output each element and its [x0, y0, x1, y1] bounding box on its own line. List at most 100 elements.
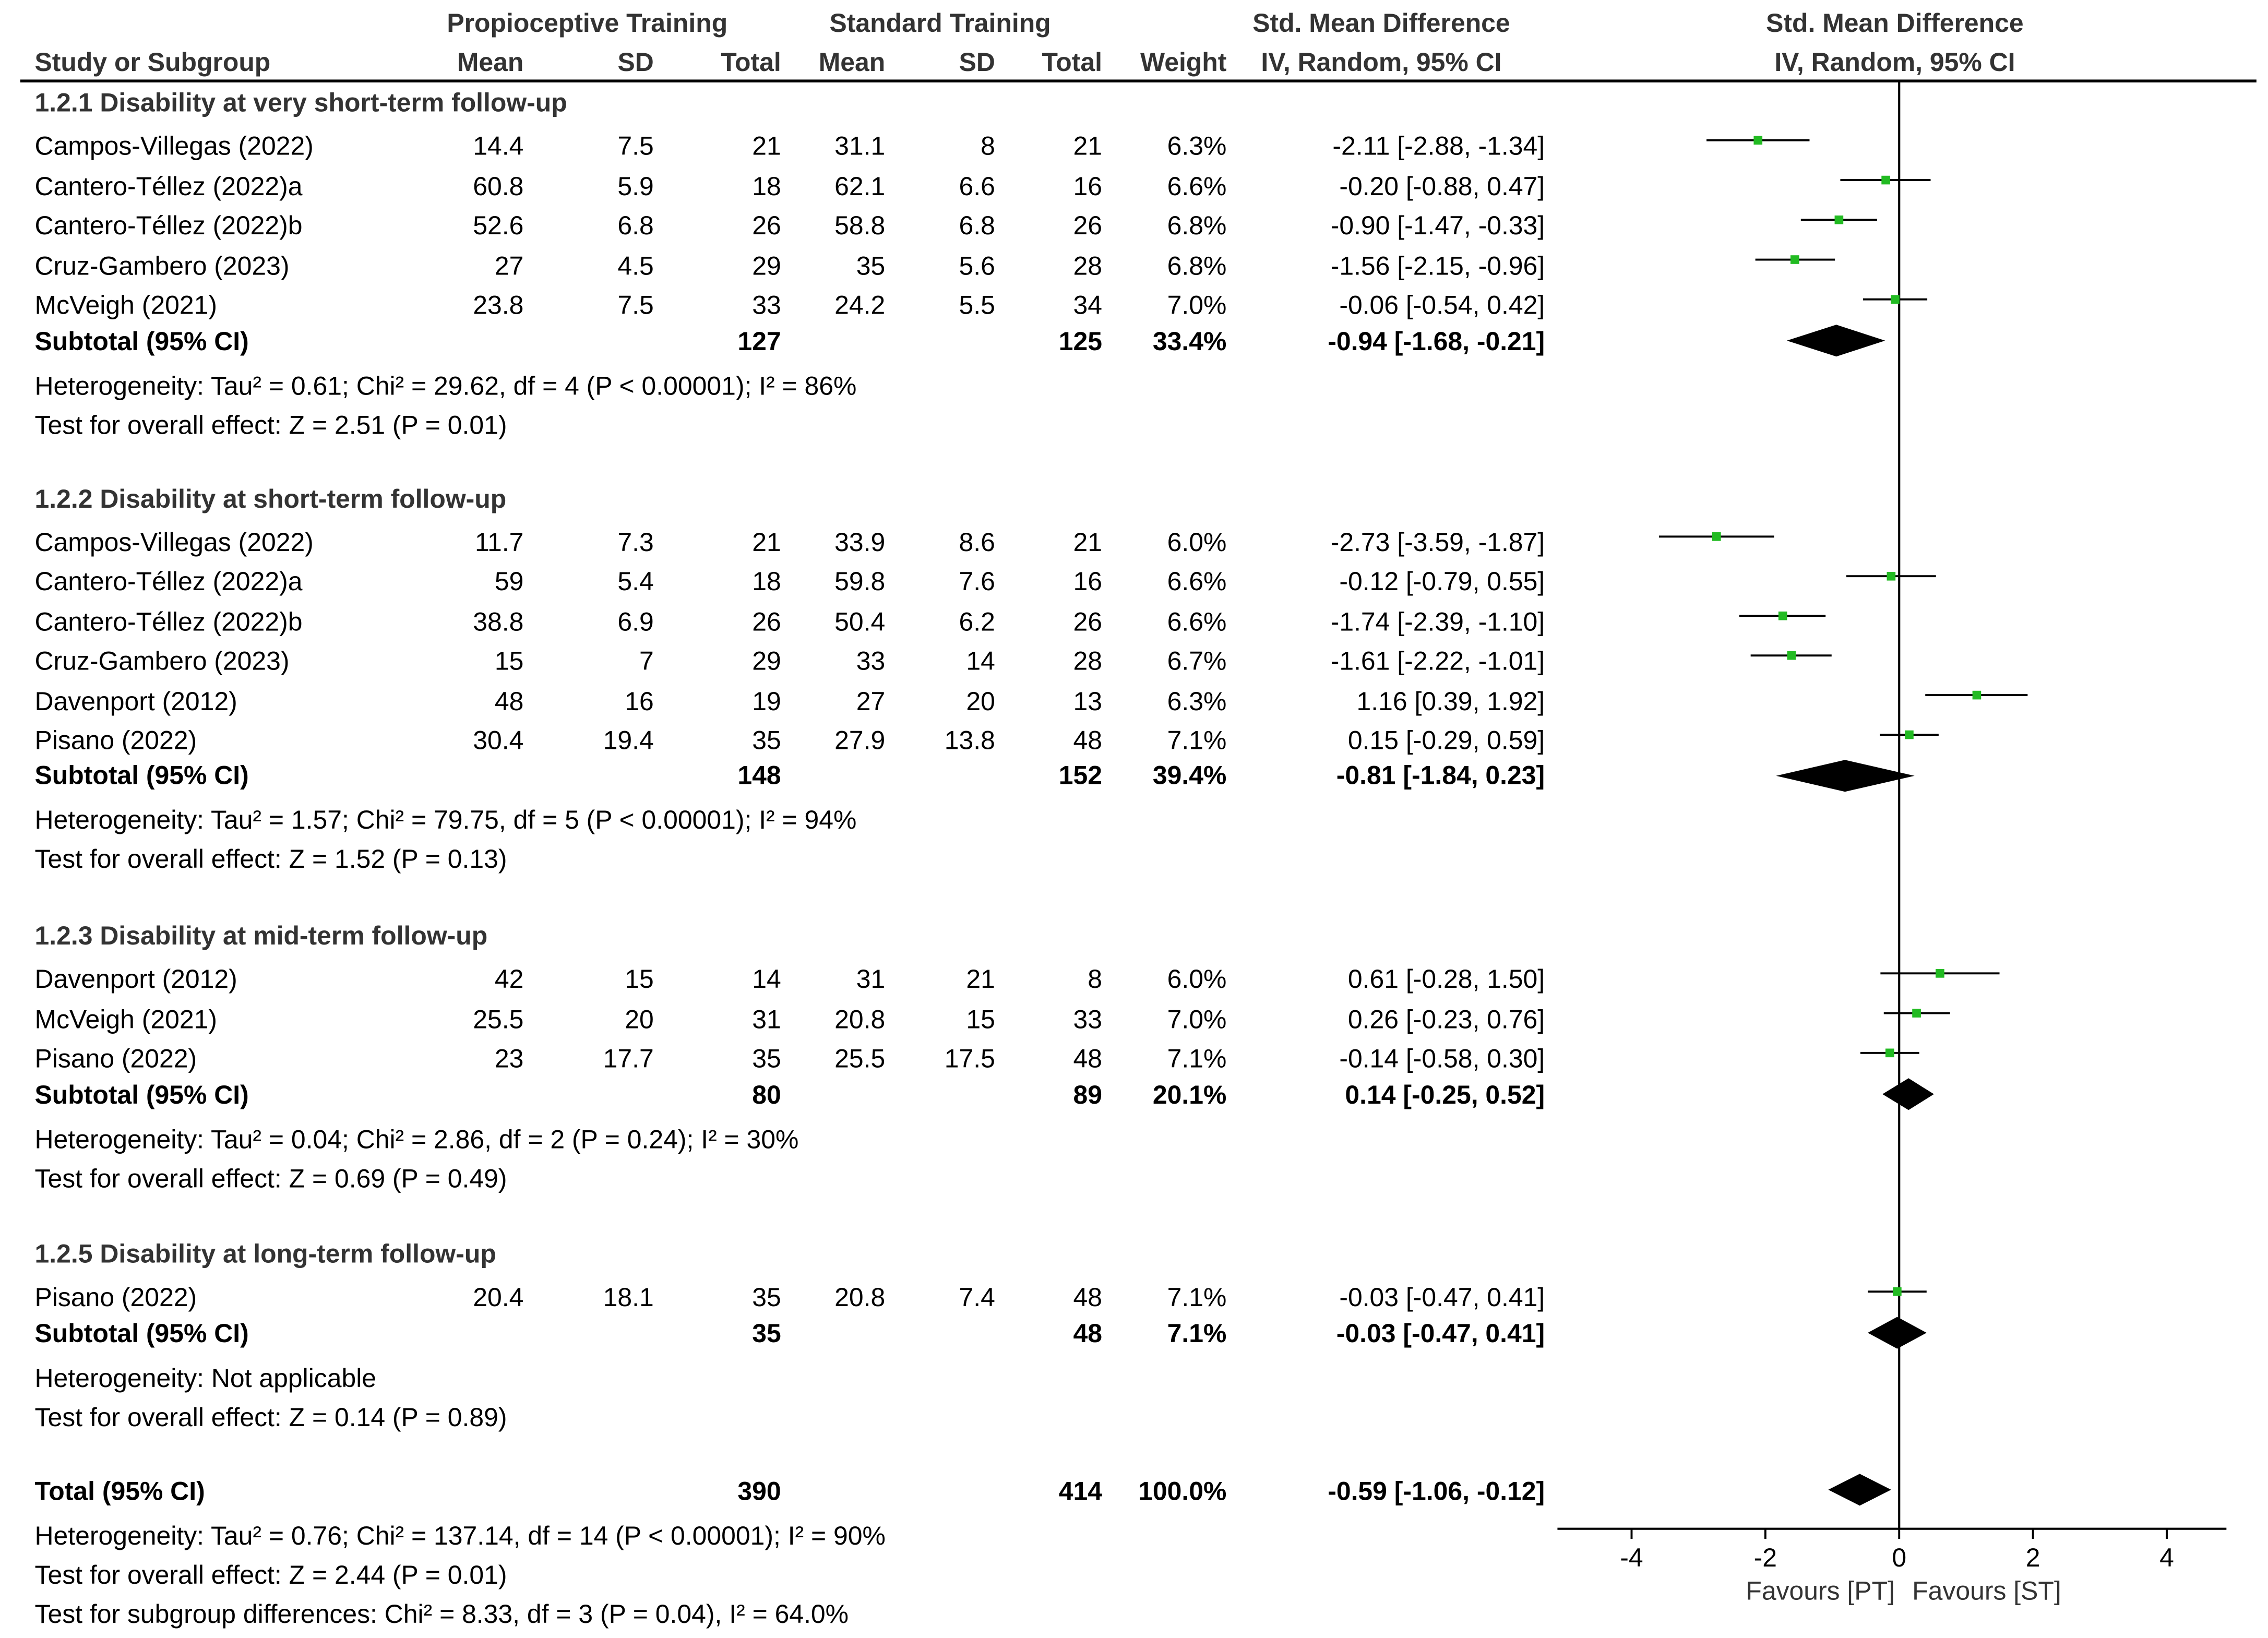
subtotal-diamond-0 [1786, 325, 1885, 357]
header-study: Study or Subgroup [34, 47, 271, 77]
st-total-g1-s1: 16 [1073, 567, 1103, 597]
weight-g0-s1: 6.6% [1167, 171, 1227, 200]
st-sd-g1-s1: 7.6 [959, 567, 995, 597]
pt-mean-g1-s5: 30.4 [473, 726, 524, 755]
study-name-g3-s0: Pisano (2022) [34, 1283, 197, 1312]
st-mean-g1-s5: 27.9 [834, 726, 886, 755]
header-group-pt: Propioceptive Training [447, 8, 728, 38]
st-total-g1-s4: 13 [1073, 686, 1103, 715]
subgroup-title-1: 1.2.2 Disability at short-term follow-up [34, 484, 507, 513]
subtotal-weight-1: 39.4% [1152, 761, 1227, 791]
point-estimate-2 [1834, 215, 1844, 224]
footer-heterogeneity: Heterogeneity: Tau² = 0.76; Chi² = 137.1… [34, 1521, 886, 1551]
st-sd-g0-s4: 5.5 [959, 291, 995, 320]
st-total-g1-s2: 26 [1073, 607, 1103, 636]
study-name-g1-s2: Cantero-Téllez (2022)b [34, 607, 303, 636]
pt-total-g2-s1: 31 [752, 1004, 781, 1034]
pt-total-g1-s3: 29 [752, 647, 781, 676]
subtotal-weight-0: 33.4% [1152, 326, 1227, 355]
pt-sd-g1-s3: 7 [639, 647, 654, 676]
header-smd-right-sub: IV, Random, 95% CI [1774, 47, 2015, 77]
point-estimate-3 [1790, 255, 1799, 264]
ci-text-g2-s1: 0.26 [-0.23, 0.76] [1347, 1004, 1545, 1034]
st-sd-g0-s2: 6.8 [959, 211, 995, 241]
subtotal-label-2: Subtotal (95% CI) [34, 1080, 249, 1109]
point-estimate-1 [1881, 175, 1890, 185]
point-estimate-12 [1912, 1009, 1921, 1018]
pt-total-g1-s2: 26 [752, 607, 781, 636]
st-sd-g0-s1: 6.6 [959, 171, 995, 200]
pt-sd-g1-s5: 19.4 [603, 726, 654, 755]
x-tick-label-1: -2 [1753, 1543, 1777, 1572]
st-sd-g3-s0: 7.4 [959, 1283, 995, 1312]
point-estimate-5 [1712, 532, 1721, 541]
favours-left-label: Favours [PT] [1746, 1576, 1895, 1606]
subgroup-title-0: 1.2.1 Disability at very short-term foll… [34, 88, 567, 117]
pt-total-g1-s1: 18 [752, 567, 781, 597]
point-estimate-13 [1885, 1048, 1894, 1058]
subgroup-overall-1: Test for overall effect: Z = 1.52 (P = 0… [34, 845, 507, 875]
subtotal-ci-3: -0.03 [-0.47, 0.41] [1336, 1318, 1545, 1347]
subtotal-label-0: Subtotal (95% CI) [34, 326, 249, 355]
study-name-g1-s5: Pisano (2022) [34, 726, 197, 755]
st-total-g3-s0: 48 [1073, 1283, 1103, 1312]
header-pt-sd: SD [617, 47, 654, 77]
study-name-g2-s1: McVeigh (2021) [34, 1004, 217, 1034]
pt-mean-g1-s1: 59 [494, 567, 524, 597]
subgroup-overall-0: Test for overall effect: Z = 2.51 (P = 0… [34, 410, 507, 439]
weight-g2-s0: 6.0% [1167, 964, 1227, 994]
subtotal-diamond-1 [1776, 760, 1915, 792]
st-mean-g1-s4: 27 [856, 686, 886, 715]
pt-total-g2-s0: 14 [752, 964, 781, 994]
total-weight: 100.0% [1138, 1476, 1227, 1506]
ci-text-g0-s2: -0.90 [-1.47, -0.33] [1330, 211, 1545, 241]
st-total-g1-s5: 48 [1073, 726, 1103, 755]
st-sd-g2-s2: 17.5 [944, 1044, 995, 1073]
point-estimate-14 [1893, 1287, 1902, 1296]
pt-mean-g1-s3: 15 [494, 647, 524, 676]
point-estimate-7 [1778, 611, 1787, 620]
x-tick-label-3: 2 [2025, 1543, 2040, 1572]
ci-text-g1-s1: -0.12 [-0.79, 0.55] [1339, 567, 1545, 597]
ci-text-g1-s5: 0.15 [-0.29, 0.59] [1347, 726, 1545, 755]
ci-text-g1-s4: 1.16 [0.39, 1.92] [1356, 686, 1545, 715]
study-name-g1-s3: Cruz-Gambero (2023) [34, 647, 290, 676]
subtotal-pt-total-3: 35 [752, 1318, 781, 1347]
x-tick-label-2: 0 [1892, 1543, 1907, 1572]
subgroup-overall-3: Test for overall effect: Z = 0.14 (P = 0… [34, 1402, 507, 1431]
ci-text-g0-s3: -1.56 [-2.15, -0.96] [1330, 250, 1545, 280]
subtotal-diamond-2 [1882, 1078, 1934, 1110]
st-mean-g1-s3: 33 [856, 647, 886, 676]
st-sd-g2-s0: 21 [966, 964, 995, 994]
subtotal-st-total-1: 152 [1058, 761, 1103, 791]
pt-sd-g2-s0: 15 [625, 964, 654, 994]
header-smd-left: Std. Mean Difference [1252, 8, 1510, 38]
ci-text-g0-s0: -2.11 [-2.88, -1.34] [1332, 131, 1545, 161]
total-diamond [1828, 1474, 1891, 1506]
pt-sd-g1-s4: 16 [625, 686, 654, 715]
point-estimate-9 [1972, 690, 1981, 700]
subtotal-label-1: Subtotal (95% CI) [34, 761, 249, 791]
st-mean-g2-s2: 25.5 [834, 1044, 886, 1073]
st-sd-g1-s0: 8.6 [959, 528, 995, 557]
pt-total-g0-s3: 29 [752, 250, 781, 280]
st-mean-g0-s3: 35 [856, 250, 886, 280]
subgroup-heterogeneity-3: Heterogeneity: Not applicable [34, 1363, 377, 1392]
subtotal-pt-total-1: 148 [737, 761, 781, 791]
study-name-g0-s4: McVeigh (2021) [34, 291, 217, 320]
pt-total-g0-s1: 18 [752, 171, 781, 200]
st-mean-g0-s4: 24.2 [834, 291, 886, 320]
subgroup-title-3: 1.2.5 Disability at long-term follow-up [34, 1239, 496, 1269]
study-name-g1-s0: Campos-Villegas (2022) [34, 528, 314, 557]
weight-g0-s2: 6.8% [1167, 211, 1227, 241]
study-name-g2-s2: Pisano (2022) [34, 1044, 197, 1073]
ci-text-g1-s3: -1.61 [-2.22, -1.01] [1330, 647, 1545, 676]
pt-sd-g2-s1: 20 [625, 1004, 654, 1034]
study-name-g0-s2: Cantero-Téllez (2022)b [34, 211, 303, 241]
st-mean-g1-s0: 33.9 [834, 528, 886, 557]
st-sd-g1-s2: 6.2 [959, 607, 995, 636]
total-label: Total (95% CI) [34, 1476, 205, 1506]
st-total-g2-s2: 48 [1073, 1044, 1103, 1073]
